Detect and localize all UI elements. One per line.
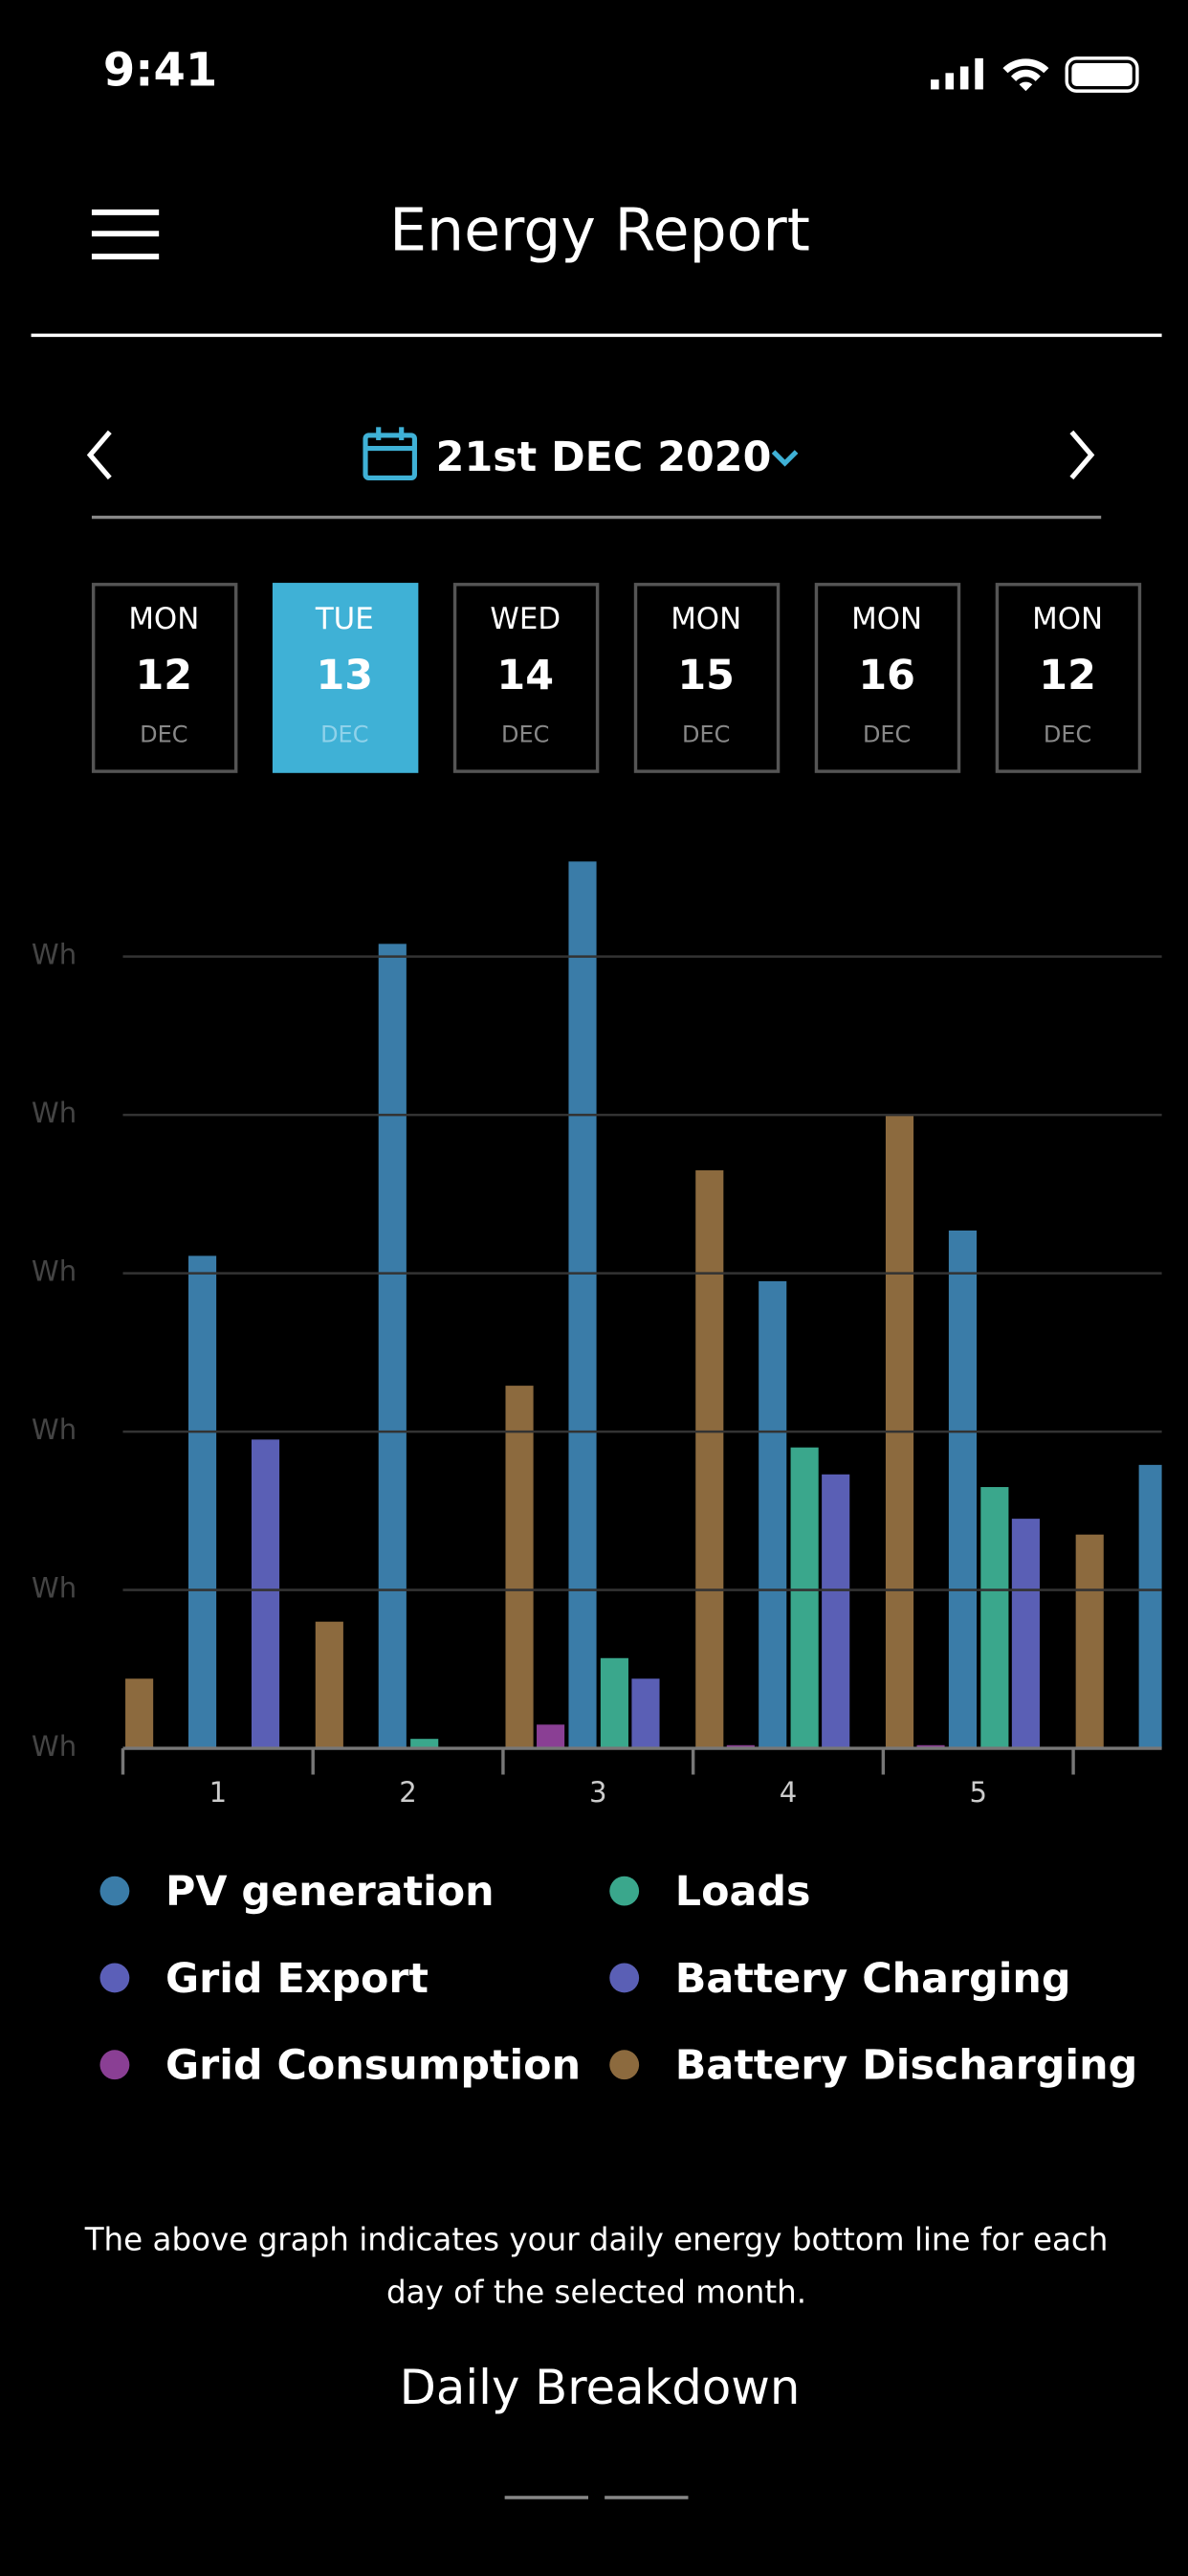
x-tick-label: 3 bbox=[589, 1776, 607, 1809]
legend-swatch bbox=[609, 2050, 640, 2080]
y-tick-label: Wh bbox=[32, 1572, 77, 1605]
y-tick-label: Wh bbox=[32, 1097, 77, 1129]
y-tick-label: Wh bbox=[32, 1413, 77, 1446]
day-number: 12 bbox=[136, 652, 193, 700]
day-tile[interactable]: TUE 13 DEC bbox=[272, 583, 419, 773]
tile-bg bbox=[633, 583, 781, 773]
month: DEC bbox=[320, 721, 368, 747]
legend-label: Grid Consumption bbox=[165, 2042, 581, 2090]
status-icons bbox=[931, 56, 1139, 93]
weekday: TUE bbox=[315, 602, 374, 636]
legend-label: Battery Charging bbox=[675, 1955, 1071, 2003]
legend-label: Loads bbox=[675, 1868, 811, 1916]
x-tick-label: 1 bbox=[209, 1776, 228, 1809]
weekday: WED bbox=[490, 602, 561, 636]
day-tile[interactable]: WED 14 DEC bbox=[452, 583, 600, 773]
tile-bg bbox=[272, 583, 419, 773]
prev-button[interactable] bbox=[86, 430, 112, 480]
weekday: MON bbox=[851, 602, 922, 636]
day-tile[interactable]: MON 16 DEC bbox=[814, 583, 961, 773]
bar bbox=[251, 1439, 280, 1749]
day-number: 15 bbox=[677, 652, 735, 700]
bar bbox=[188, 1255, 217, 1749]
bar bbox=[1011, 1519, 1040, 1749]
day-number: 13 bbox=[316, 652, 373, 700]
bar bbox=[125, 1678, 154, 1749]
day-number: 12 bbox=[1039, 652, 1096, 700]
bar bbox=[315, 1621, 343, 1749]
legend-swatch bbox=[609, 1876, 640, 1906]
weekday: MON bbox=[1032, 602, 1103, 636]
legend-swatch bbox=[99, 1876, 130, 1906]
month: DEC bbox=[501, 721, 549, 747]
calendar-icon bbox=[363, 427, 417, 481]
x-tick-label: 5 bbox=[969, 1776, 987, 1809]
day-number: 14 bbox=[496, 652, 554, 700]
menu-button[interactable] bbox=[91, 209, 160, 260]
bar bbox=[1138, 1464, 1162, 1749]
x-tick-label: 2 bbox=[399, 1776, 417, 1809]
month: DEC bbox=[863, 721, 911, 747]
month: DEC bbox=[1044, 721, 1091, 747]
weekday: MON bbox=[128, 602, 199, 636]
date[interactable]: 21st DEC 2020 bbox=[436, 433, 772, 481]
bar bbox=[980, 1487, 1009, 1749]
bar bbox=[568, 861, 597, 1749]
next-button[interactable] bbox=[1069, 430, 1095, 480]
legend-swatch bbox=[99, 1963, 130, 1993]
tile-bg bbox=[452, 583, 600, 773]
description: The above graph indicates your daily ene… bbox=[84, 2222, 1109, 2311]
legend-swatch bbox=[99, 2050, 130, 2080]
day-number: 16 bbox=[858, 652, 915, 700]
bar bbox=[790, 1447, 819, 1749]
bar bbox=[410, 1739, 439, 1749]
plot bbox=[121, 861, 1162, 1775]
month: DEC bbox=[140, 721, 187, 747]
y-tick-label: Wh bbox=[32, 1255, 77, 1288]
bar bbox=[695, 1170, 724, 1749]
legend-label: Battery Discharging bbox=[675, 2042, 1137, 2090]
bar bbox=[948, 1230, 978, 1749]
tile-bg bbox=[91, 583, 238, 773]
tile-bg bbox=[995, 583, 1142, 773]
bar bbox=[759, 1280, 787, 1749]
legend-swatch bbox=[609, 1963, 640, 1993]
time: 9:41 bbox=[103, 43, 217, 97]
month: DEC bbox=[682, 721, 730, 747]
legend-label: Grid Export bbox=[165, 1955, 429, 2003]
bar bbox=[505, 1386, 534, 1749]
header-title: Energy Report bbox=[389, 195, 810, 264]
tile-bg bbox=[814, 583, 961, 773]
legend-label: PV generation bbox=[165, 1868, 495, 1916]
x-tick-label: 4 bbox=[780, 1776, 798, 1809]
weekday: MON bbox=[671, 602, 741, 636]
day-tile[interactable]: MON 12 DEC bbox=[995, 583, 1142, 773]
bar bbox=[822, 1474, 850, 1749]
bar bbox=[1075, 1534, 1104, 1749]
bar bbox=[600, 1657, 628, 1749]
section-title: Daily Breakdown bbox=[400, 2360, 801, 2415]
bar bbox=[631, 1678, 660, 1749]
day-tile[interactable]: MON 15 DEC bbox=[633, 583, 781, 773]
y-tick-label: Wh bbox=[32, 939, 77, 971]
dropdown-arrow bbox=[771, 450, 799, 467]
bar bbox=[378, 944, 407, 1749]
day-tile[interactable]: MON 12 DEC bbox=[91, 583, 238, 773]
bar bbox=[537, 1724, 565, 1749]
y-tick-label: Wh bbox=[32, 1730, 77, 1763]
